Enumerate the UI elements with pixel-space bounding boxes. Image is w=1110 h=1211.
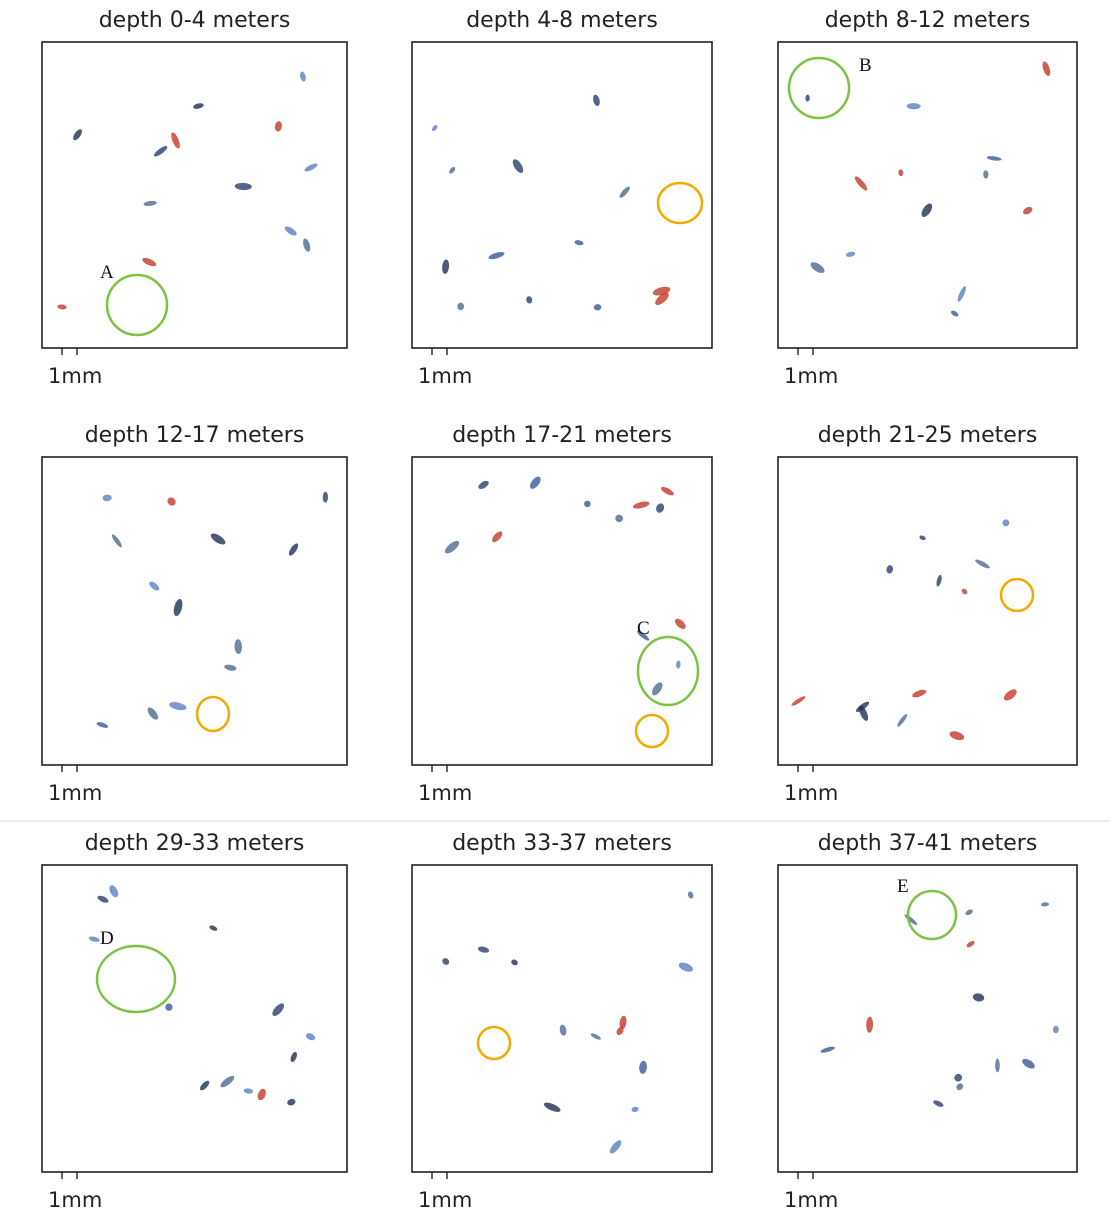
scale-label: 1mm — [418, 781, 472, 805]
panel-title: depth 29-33 meters — [85, 831, 305, 856]
annotation-letter: E — [897, 876, 909, 897]
panel-frame — [412, 42, 712, 348]
panel-title: depth 8-12 meters — [825, 8, 1031, 33]
panel-frame — [778, 42, 1077, 348]
scale-label: 1mm — [784, 781, 838, 805]
scale-label: 1mm — [784, 1188, 838, 1211]
annotation-letter: B — [859, 55, 872, 76]
scale-label: 1mm — [784, 364, 838, 388]
annotation-letter: C — [637, 618, 650, 639]
annotation-letter: D — [100, 928, 114, 949]
panel-title: depth 37-41 meters — [818, 831, 1038, 856]
scale-label: 1mm — [418, 1188, 472, 1211]
panel-frame — [42, 42, 347, 348]
annotation-letter: A — [100, 262, 114, 283]
panel-title: depth 33-37 meters — [452, 831, 672, 856]
panel-title: depth 0-4 meters — [99, 8, 291, 33]
panel-frame — [778, 865, 1077, 1172]
panel-title: depth 21-25 meters — [818, 423, 1038, 448]
panel-title: depth 4-8 meters — [466, 8, 658, 33]
scale-label: 1mm — [48, 781, 102, 805]
panel-frame — [412, 457, 712, 765]
panel-frame — [412, 865, 712, 1172]
panel-frame — [42, 457, 347, 765]
panel-frame — [778, 457, 1077, 765]
panel-title: depth 17-21 meters — [452, 423, 672, 448]
scale-label: 1mm — [48, 1188, 102, 1211]
panel-title: depth 12-17 meters — [85, 423, 305, 448]
panel-frame — [42, 865, 347, 1172]
figure: depth 0-4 meters 1mm Adepth 4-8 meters 1mm d… — [0, 0, 1110, 1211]
scale-label: 1mm — [418, 364, 472, 388]
scale-label: 1mm — [48, 364, 102, 388]
